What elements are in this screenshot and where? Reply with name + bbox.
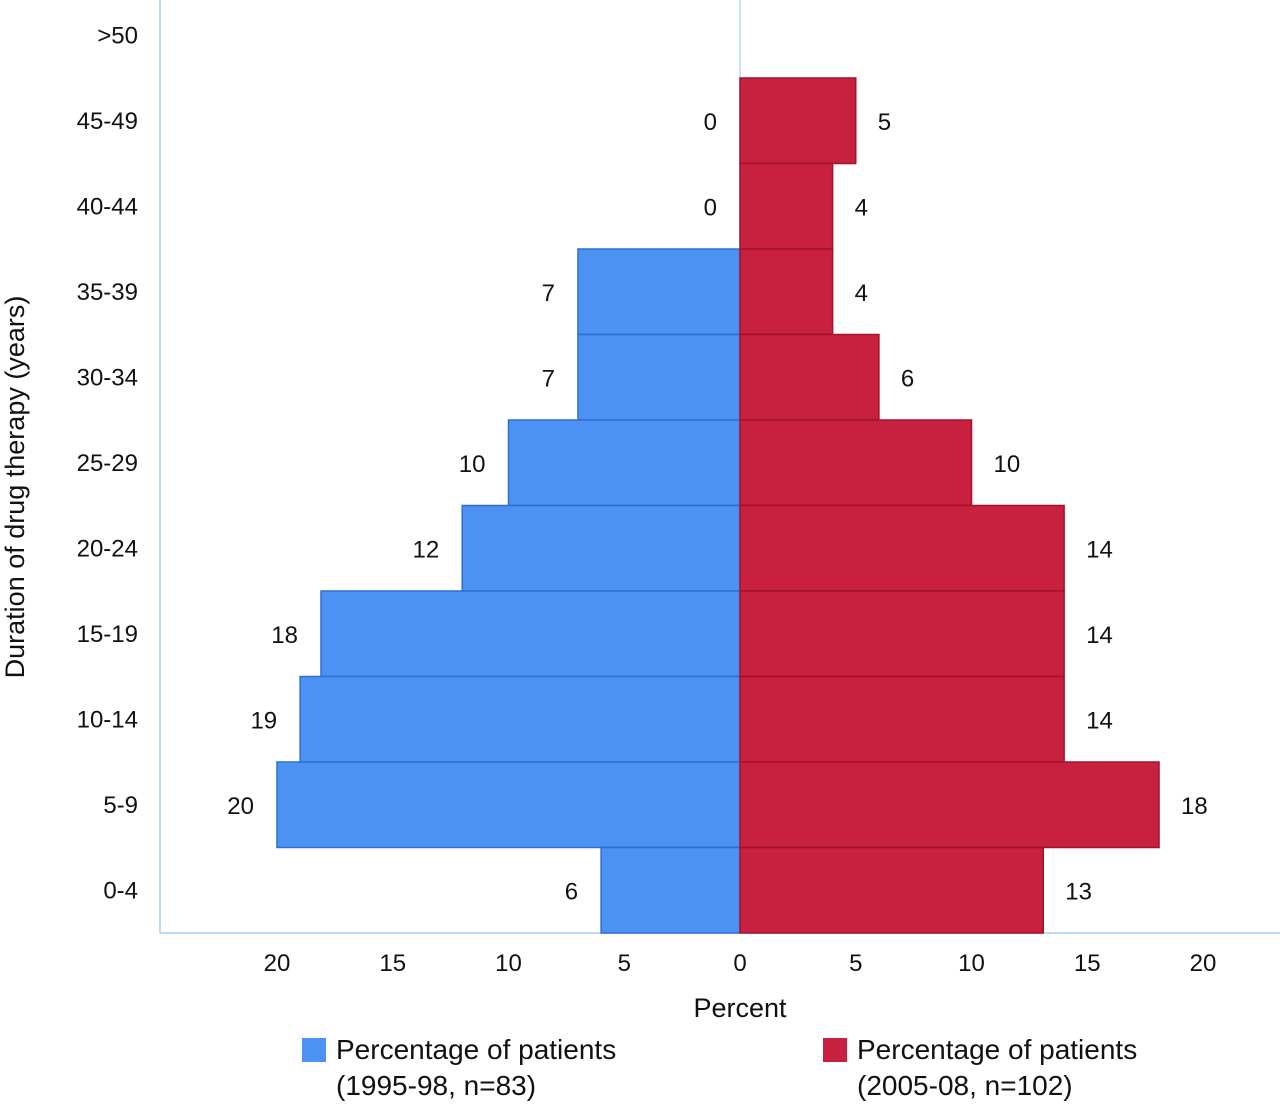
bar-2005-08 xyxy=(739,846,1045,934)
category-label: 20-24 xyxy=(77,535,138,562)
legend-line-2: (2005-08, n=102) xyxy=(857,1070,1073,1101)
bar-2005-08 xyxy=(739,504,1065,592)
bar-2005-08 xyxy=(739,761,1160,849)
category-label: 30-34 xyxy=(77,364,138,391)
category-label: 40-44 xyxy=(77,193,138,220)
bar-2005-08 xyxy=(739,675,1065,763)
legend-swatch-red xyxy=(823,1038,847,1062)
bar-1995-98 xyxy=(600,846,741,934)
bar-1995-98 xyxy=(507,419,741,507)
bar-2005-08 xyxy=(739,590,1065,678)
category-label: 25-29 xyxy=(77,450,138,477)
x-tick-label: 0 xyxy=(733,950,746,977)
category-label: 45-49 xyxy=(77,108,138,135)
value-label-2005-08: 4 xyxy=(855,280,868,307)
bar-2005-08 xyxy=(739,162,834,250)
value-label-1995-98: 0 xyxy=(704,194,717,221)
legend-line-1: Percentage of patients xyxy=(857,1034,1138,1065)
legend-item-1995-98: Percentage of patients (1995-98, n=83) xyxy=(302,1032,616,1104)
category-label: 5-9 xyxy=(103,792,138,819)
value-label-1995-98: 20 xyxy=(227,793,254,820)
bars-group xyxy=(276,77,1160,934)
x-tick-label: 20 xyxy=(1190,950,1217,977)
value-label-2005-08: 6 xyxy=(901,365,914,392)
bar-2005-08 xyxy=(739,419,973,507)
value-label-2005-08: 5 xyxy=(878,109,891,136)
category-label: 35-39 xyxy=(77,279,138,306)
value-label-1995-98: 18 xyxy=(271,622,298,649)
value-label-1995-98: 7 xyxy=(542,280,555,307)
category-label: 0-4 xyxy=(103,877,138,904)
x-tick-labels: 20 15 10 5 0 5 10 15 20 xyxy=(264,950,1217,977)
x-tick-label: 5 xyxy=(618,950,631,977)
category-label: 10-14 xyxy=(77,706,138,733)
bar-1995-98 xyxy=(276,761,741,849)
value-label-1995-98: 19 xyxy=(250,707,277,734)
x-tick-label: 15 xyxy=(1074,950,1101,977)
bar-1995-98 xyxy=(299,675,741,763)
legend-item-2005-08: Percentage of patients (2005-08, n=102) xyxy=(823,1032,1137,1104)
legend-text-2005-08: Percentage of patients (2005-08, n=102) xyxy=(857,1032,1137,1104)
pyramid-chart: >5045-4940-4435-3930-3425-2920-2415-1910… xyxy=(0,0,1280,1023)
legend-swatch-blue xyxy=(302,1038,326,1062)
legend-line-1: Percentage of patients xyxy=(336,1034,617,1065)
category-labels: >50 45-49 40-44 35-39 30-34 25-29 20-24 15-19 10… xyxy=(77,22,138,904)
bar-1995-98 xyxy=(577,248,741,336)
bar-1995-98 xyxy=(577,333,741,421)
value-labels: 0 5 0 4 7 4 7 6 10 10 12 14 18 14 19 14 20 18 6 13 xyxy=(227,109,1207,906)
value-label-1995-98: 10 xyxy=(459,451,486,478)
x-tick-label: 10 xyxy=(958,950,985,977)
value-label-2005-08: 14 xyxy=(1086,536,1113,563)
value-label-2005-08: 14 xyxy=(1086,622,1113,649)
bar-1995-98 xyxy=(320,590,741,678)
x-tick-label: 15 xyxy=(379,950,406,977)
value-label-1995-98: 7 xyxy=(542,365,555,392)
x-tick-label: 5 xyxy=(849,950,862,977)
x-tick-label: 20 xyxy=(264,950,291,977)
value-label-2005-08: 18 xyxy=(1181,793,1208,820)
bar-1995-98 xyxy=(461,504,741,592)
category-label: >50 xyxy=(97,22,138,49)
x-tick-label: 10 xyxy=(495,950,522,977)
value-label-1995-98: 12 xyxy=(412,536,439,563)
y-axis-title: Duration of drug therapy (years) xyxy=(0,296,30,679)
category-label: 15-19 xyxy=(77,621,138,648)
value-label-2005-08: 13 xyxy=(1065,878,1092,905)
bar-2005-08 xyxy=(739,248,834,336)
x-axis-title: Percent xyxy=(693,993,787,1023)
value-label-2005-08: 14 xyxy=(1086,707,1113,734)
legend-line-2: (1995-98, n=83) xyxy=(336,1070,537,1101)
value-label-1995-98: 6 xyxy=(565,878,578,905)
value-label-2005-08: 4 xyxy=(855,194,868,221)
bar-2005-08 xyxy=(739,333,880,421)
value-label-2005-08: 10 xyxy=(994,451,1021,478)
value-label-1995-98: 0 xyxy=(704,109,717,136)
bar-2005-08 xyxy=(739,77,857,165)
legend-text-1995-98: Percentage of patients (1995-98, n=83) xyxy=(336,1032,616,1104)
